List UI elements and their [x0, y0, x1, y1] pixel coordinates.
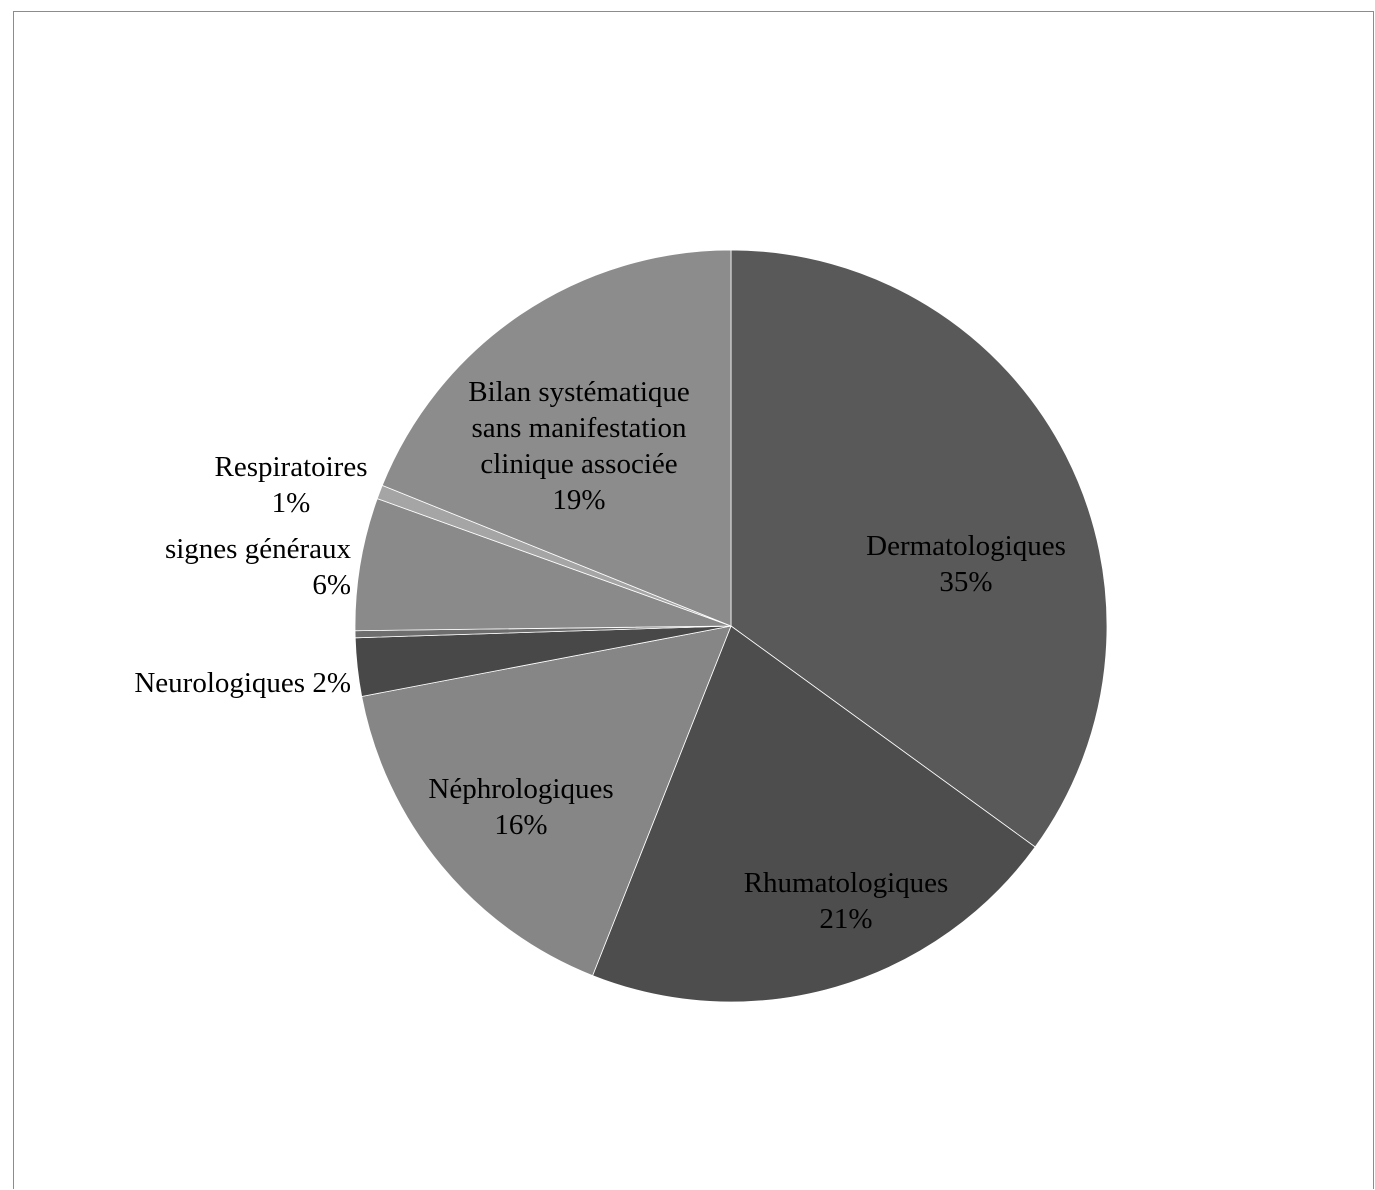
- pie-slice-dermatologiques: [730, 249, 1108, 848]
- slice-label-line: 1%: [272, 487, 311, 519]
- slice-label-line: sans manifestation: [471, 412, 687, 444]
- slice-label-neurologiques: Neurologiques 2%: [134, 667, 351, 699]
- slice-label-line: Néphrologiques: [428, 773, 613, 805]
- pie-slice-nephrologiques: [361, 625, 732, 977]
- pie-chart: Dermatologiques 35% Rhumatologiques 21% Néph…: [134, 249, 1108, 1003]
- slice-label-line: signes généraux: [165, 533, 352, 565]
- chart-frame: Dermatologiques 35% Rhumatologiques 21% Néph…: [13, 11, 1374, 1189]
- slice-label-line: Neurologiques 2%: [134, 667, 351, 699]
- slice-label-signes-generaux: signes généraux 6%: [165, 533, 352, 601]
- slice-label-line: Dermatologiques: [866, 530, 1066, 562]
- slice-label-bilan-systematique-sans-manifestation-clinique-associee: Bilan systématique sans manifestation clin…: [468, 376, 690, 516]
- slice-label-line: Rhumatologiques: [744, 867, 949, 899]
- slice-label-line: 21%: [819, 903, 872, 935]
- slice-label-nephrologiques: Néphrologiques 16%: [428, 773, 613, 841]
- pie-slice-bilan-systematique-sans-manifestation-clinique-associee: [381, 249, 732, 627]
- slice-label-line: Bilan systématique: [468, 376, 690, 408]
- slice-label-line: 6%: [312, 569, 351, 601]
- pie-slices: [354, 249, 1108, 1003]
- slice-label-line: 19%: [552, 484, 605, 516]
- slice-label-line: 35%: [939, 566, 992, 598]
- slice-label-rhumatologiques: Rhumatologiques 21%: [744, 867, 949, 935]
- slice-label-line: clinique associée: [480, 448, 677, 480]
- slice-label-line: Respiratoires: [214, 451, 367, 483]
- pie-labels: Dermatologiques 35% Rhumatologiques 21% Néph…: [134, 376, 1066, 935]
- pie-slice-rhumatologiques: [592, 625, 1036, 1003]
- slice-label-line: 16%: [494, 809, 547, 841]
- slice-label-dermatologiques: Dermatologiques 35%: [866, 530, 1066, 598]
- slice-label-respiratoires: Respiratoires 1%: [214, 451, 367, 519]
- pie-slice-signes-generaux: [354, 498, 732, 632]
